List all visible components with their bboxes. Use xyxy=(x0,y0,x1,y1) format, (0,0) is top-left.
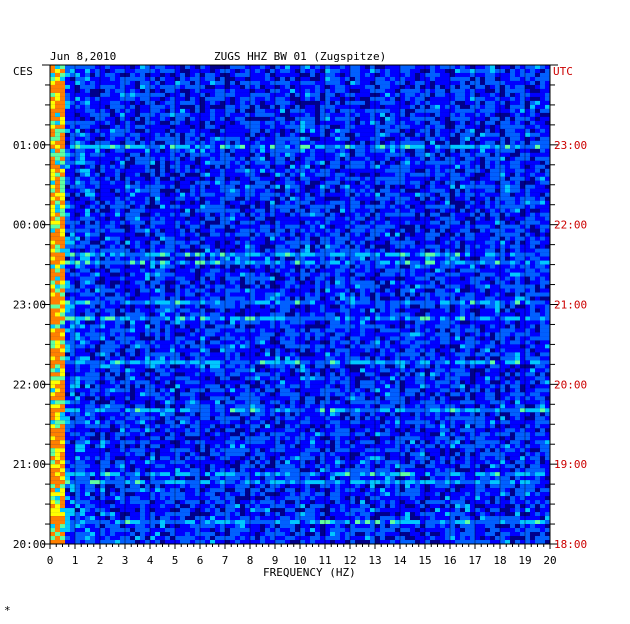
x-tick-label: 18 xyxy=(493,554,506,567)
x-tick-label: 11 xyxy=(318,554,331,567)
x-tick-label: 9 xyxy=(272,554,279,567)
x-axis-title: FREQUENCY (HZ) xyxy=(263,566,356,579)
left-time-label: 00:00 xyxy=(13,219,46,232)
left-time-label: 01:00 xyxy=(13,139,46,152)
right-time-label: 22:00 xyxy=(554,219,587,232)
x-tick-label: 5 xyxy=(172,554,179,567)
x-tick-label: 14 xyxy=(393,554,407,567)
left-time-label: 23:00 xyxy=(13,299,46,312)
station-title: ZUGS HHZ BW 01 (Zugspitze) xyxy=(214,50,386,63)
right-time-axis: 23:00 22:00 21:00 20:00 19:00 18:00 xyxy=(550,64,587,551)
right-time-label: 19:00 xyxy=(554,458,587,471)
x-tick-label: 8 xyxy=(247,554,254,567)
x-tick-label: 10 xyxy=(293,554,306,567)
left-time-label: 22:00 xyxy=(13,378,46,391)
x-tick-label: 20 xyxy=(543,554,556,567)
x-tick-label: 0 xyxy=(47,554,54,567)
x-tick-label: 19 xyxy=(518,554,531,567)
left-time-axis: 01:00 00:00 23:00 22:00 21:00 20:00 xyxy=(13,64,50,551)
x-tick-label: 3 xyxy=(122,554,129,567)
left-time-label: 20:00 xyxy=(13,538,46,551)
x-tick-label: 15 xyxy=(418,554,431,567)
utc-timezone-label: UTC xyxy=(553,65,573,78)
left-time-label: 21:00 xyxy=(13,458,46,471)
local-timezone-label: CES xyxy=(13,65,33,78)
spectrogram-grid xyxy=(74,65,526,544)
right-time-label: 20:00 xyxy=(554,378,587,391)
x-tick-label: 16 xyxy=(443,554,456,567)
x-tick-label: 1 xyxy=(72,554,79,567)
x-tick-label: 13 xyxy=(368,554,381,567)
x-tick-label: 7 xyxy=(222,554,229,567)
x-tick-label: 6 xyxy=(197,554,204,567)
corner-mark: * xyxy=(4,604,11,617)
x-tick-label: 17 xyxy=(468,554,481,567)
right-time-label: 21:00 xyxy=(554,299,587,312)
x-tick-label: 12 xyxy=(343,554,356,567)
x-tick-label: 4 xyxy=(147,554,154,567)
date-label: Jun 8,2010 xyxy=(50,50,116,63)
frequency-axis: 0 1 2 3 4 5 6 7 8 9 10 11 12 13 14 15 16 17 18 19 20 xyxy=(47,544,557,567)
right-time-label: 23:00 xyxy=(554,139,587,152)
x-tick-label: 2 xyxy=(97,554,104,567)
right-time-label: 18:00 xyxy=(554,538,587,551)
